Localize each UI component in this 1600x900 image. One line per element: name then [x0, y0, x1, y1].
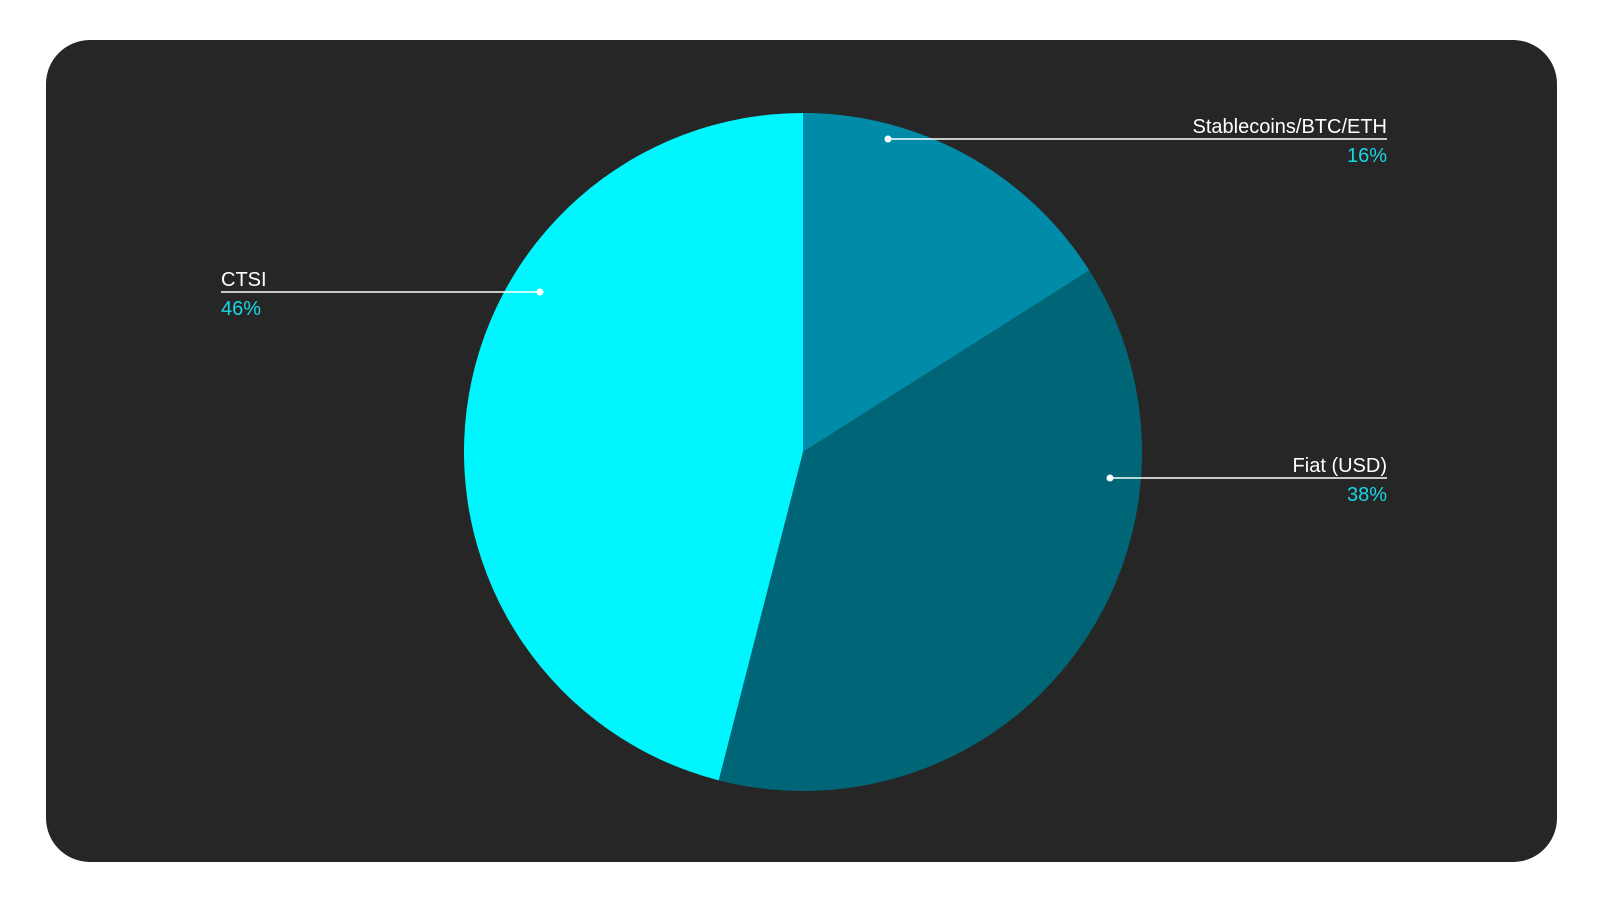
pie-slice-ctsi: [464, 113, 803, 781]
label-group-fiat: Fiat (USD) 38%: [1293, 455, 1388, 506]
pie-slices: [464, 113, 1142, 791]
pie-leader-lines: [221, 135, 1387, 482]
leader-dot-fiat: [1106, 474, 1114, 482]
leader-dot-ctsi: [536, 288, 544, 296]
slice-percent-fiat: 38%: [1347, 484, 1387, 506]
slice-label-ctsi: CTSI: [221, 269, 267, 291]
label-group-ctsi: CTSI 46%: [221, 269, 267, 320]
slice-percent-stablecoins: 16%: [1347, 145, 1387, 167]
slice-label-stablecoins: Stablecoins/BTC/ETH: [1192, 116, 1387, 138]
label-group-stablecoins: Stablecoins/BTC/ETH 16%: [1192, 116, 1387, 167]
pie-slice-fiat: [718, 270, 1142, 791]
leader-dot-stablecoins: [884, 135, 892, 143]
pie-slice-stablecoins: [803, 113, 1090, 452]
slice-label-fiat: Fiat (USD): [1293, 455, 1387, 477]
slice-percent-ctsi: 46%: [221, 298, 261, 320]
